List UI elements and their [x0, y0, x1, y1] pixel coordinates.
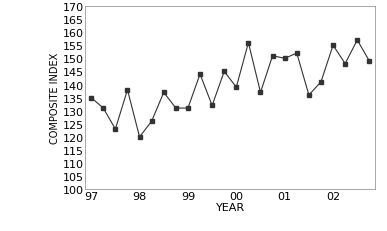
Y-axis label: COMPOSITE INDEX: COMPOSITE INDEX [50, 53, 60, 144]
X-axis label: YEAR: YEAR [216, 202, 245, 212]
